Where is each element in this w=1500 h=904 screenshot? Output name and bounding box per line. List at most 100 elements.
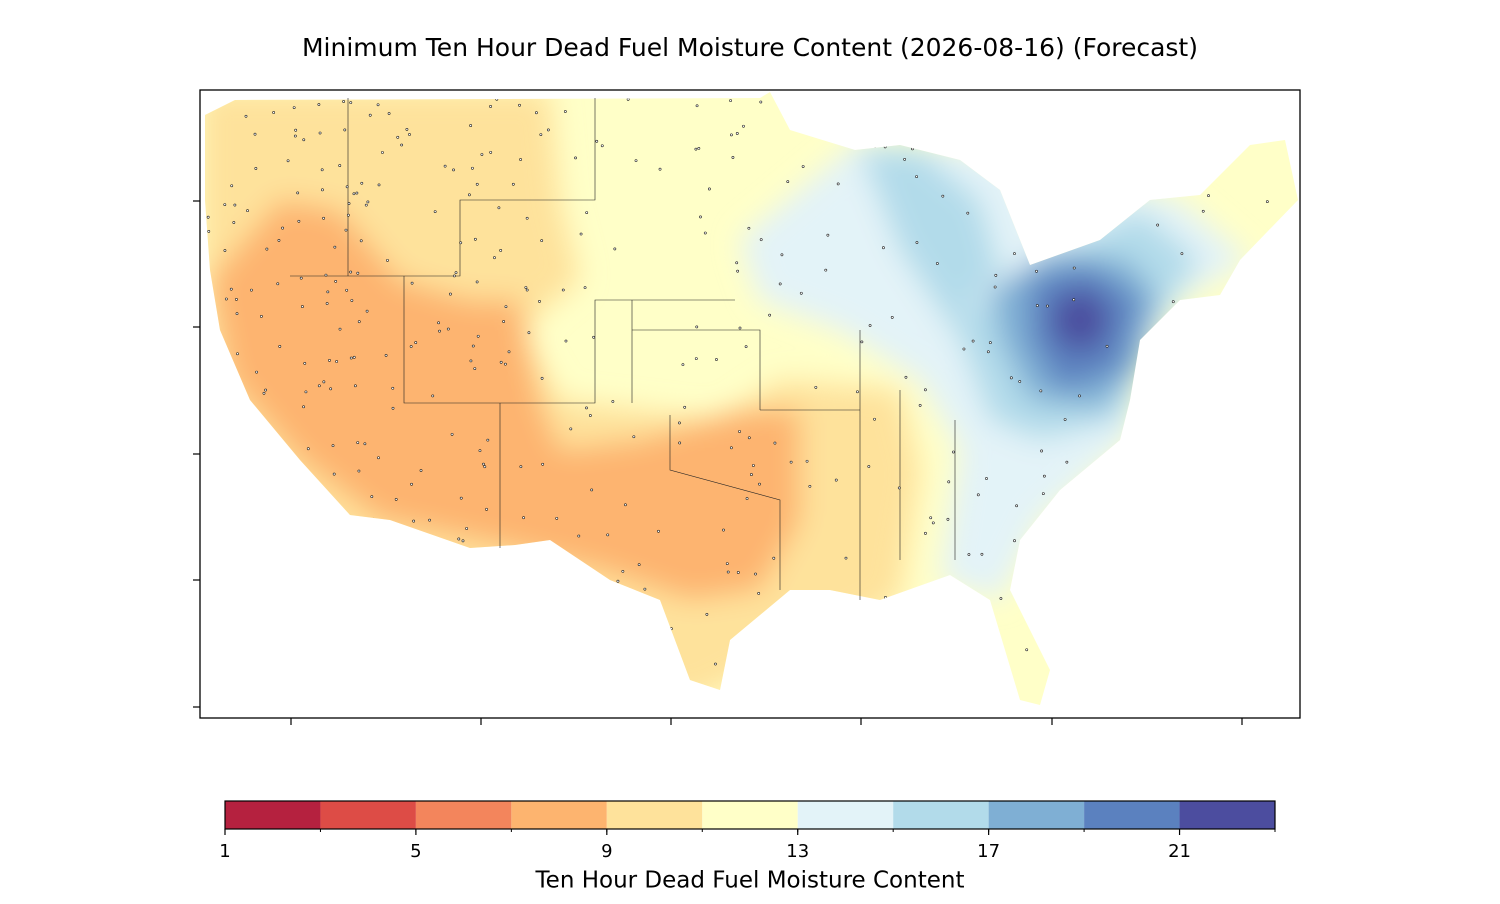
station-dot <box>1192 453 1196 456</box>
station-dot <box>1234 575 1238 578</box>
station-dot <box>1082 554 1086 557</box>
station-dot <box>317 384 321 388</box>
station-dot <box>747 226 751 230</box>
station-dot <box>499 249 503 252</box>
station-dot <box>592 335 596 339</box>
station-dot <box>606 533 610 537</box>
station-dot <box>512 93 516 97</box>
station-dot <box>450 432 454 436</box>
station-dot <box>391 524 395 528</box>
station-dot <box>1273 370 1276 374</box>
station-dot <box>236 352 239 356</box>
station-dot <box>693 687 697 691</box>
station-dot <box>1192 309 1196 313</box>
map-frame <box>199 89 1301 719</box>
station-dot <box>1170 662 1174 666</box>
station-dot <box>272 111 276 114</box>
station-dot <box>897 486 901 490</box>
station-dot <box>1261 537 1265 540</box>
station-dot <box>695 104 699 108</box>
station-dot <box>758 482 761 486</box>
station-dot <box>621 570 625 573</box>
station-dot <box>518 606 522 610</box>
station-dot <box>1145 358 1149 362</box>
station-dot <box>377 183 381 187</box>
station-dot <box>475 182 479 186</box>
station-dot <box>1251 459 1255 462</box>
station-dot <box>519 158 522 161</box>
station-dot <box>495 97 499 101</box>
station-dot <box>412 519 416 523</box>
station-dot <box>446 327 450 331</box>
station-dot <box>303 362 307 365</box>
station-dot <box>1049 676 1053 680</box>
station-dot <box>344 228 348 232</box>
station-dot <box>504 305 508 308</box>
station-dot <box>306 447 310 451</box>
station-dot <box>863 626 867 630</box>
station-dot <box>878 120 881 124</box>
station-dot <box>715 358 718 361</box>
station-dot <box>260 622 264 625</box>
station-dot <box>352 192 356 196</box>
colorbar-bin <box>1179 801 1275 829</box>
station-dot <box>274 644 278 648</box>
station-dot <box>751 464 755 467</box>
station-dot <box>398 95 402 98</box>
station-dot <box>363 442 367 446</box>
station-dot <box>801 165 805 168</box>
station-dot <box>1239 94 1242 98</box>
station-dot <box>1244 288 1248 292</box>
station-dot <box>349 583 353 587</box>
station-dot <box>235 415 238 419</box>
station-dot <box>978 131 982 135</box>
station-dot <box>218 623 222 627</box>
station-dot <box>452 274 456 278</box>
station-dot <box>380 587 384 591</box>
station-dot <box>304 390 308 394</box>
station-dot <box>300 480 304 484</box>
station-dot <box>735 261 739 265</box>
station-dot <box>1219 492 1223 496</box>
station-dot <box>1191 410 1195 414</box>
colorbar-bin <box>702 801 798 829</box>
station-dot <box>772 556 776 560</box>
colorbar-frame <box>224 800 1276 830</box>
station-dot <box>1265 200 1269 204</box>
station-dot <box>540 376 544 380</box>
station-dot <box>207 465 211 469</box>
station-dot <box>1280 99 1284 102</box>
station-dot <box>244 114 248 118</box>
station-dot <box>428 682 432 686</box>
station-dot <box>489 150 493 154</box>
station-dot <box>1093 209 1097 213</box>
station-dot <box>335 360 339 363</box>
station-dot <box>249 639 252 642</box>
station-dot <box>320 168 324 172</box>
station-dot <box>882 246 885 250</box>
station-dot <box>325 302 329 305</box>
station-dot <box>277 239 281 242</box>
station-dot <box>387 112 391 115</box>
station-dot <box>1180 252 1184 256</box>
station-dot <box>985 477 988 480</box>
station-dot <box>1039 389 1043 393</box>
station-dot <box>296 191 300 195</box>
station-dot <box>745 497 749 500</box>
station-dot <box>1015 504 1019 508</box>
station-dot <box>920 139 924 143</box>
station-dot <box>346 213 350 217</box>
station-dot <box>786 180 790 184</box>
station-dot <box>212 343 215 347</box>
station-dot <box>924 388 927 392</box>
station-dot <box>613 247 617 251</box>
station-dot <box>595 668 599 671</box>
station-dot <box>726 570 730 574</box>
station-dot <box>498 553 502 557</box>
station-dot <box>1187 181 1191 185</box>
station-dot <box>801 627 805 631</box>
station-dot <box>903 157 907 161</box>
station-dot <box>224 297 228 301</box>
station-dot <box>211 453 215 456</box>
station-dot <box>1040 449 1043 453</box>
